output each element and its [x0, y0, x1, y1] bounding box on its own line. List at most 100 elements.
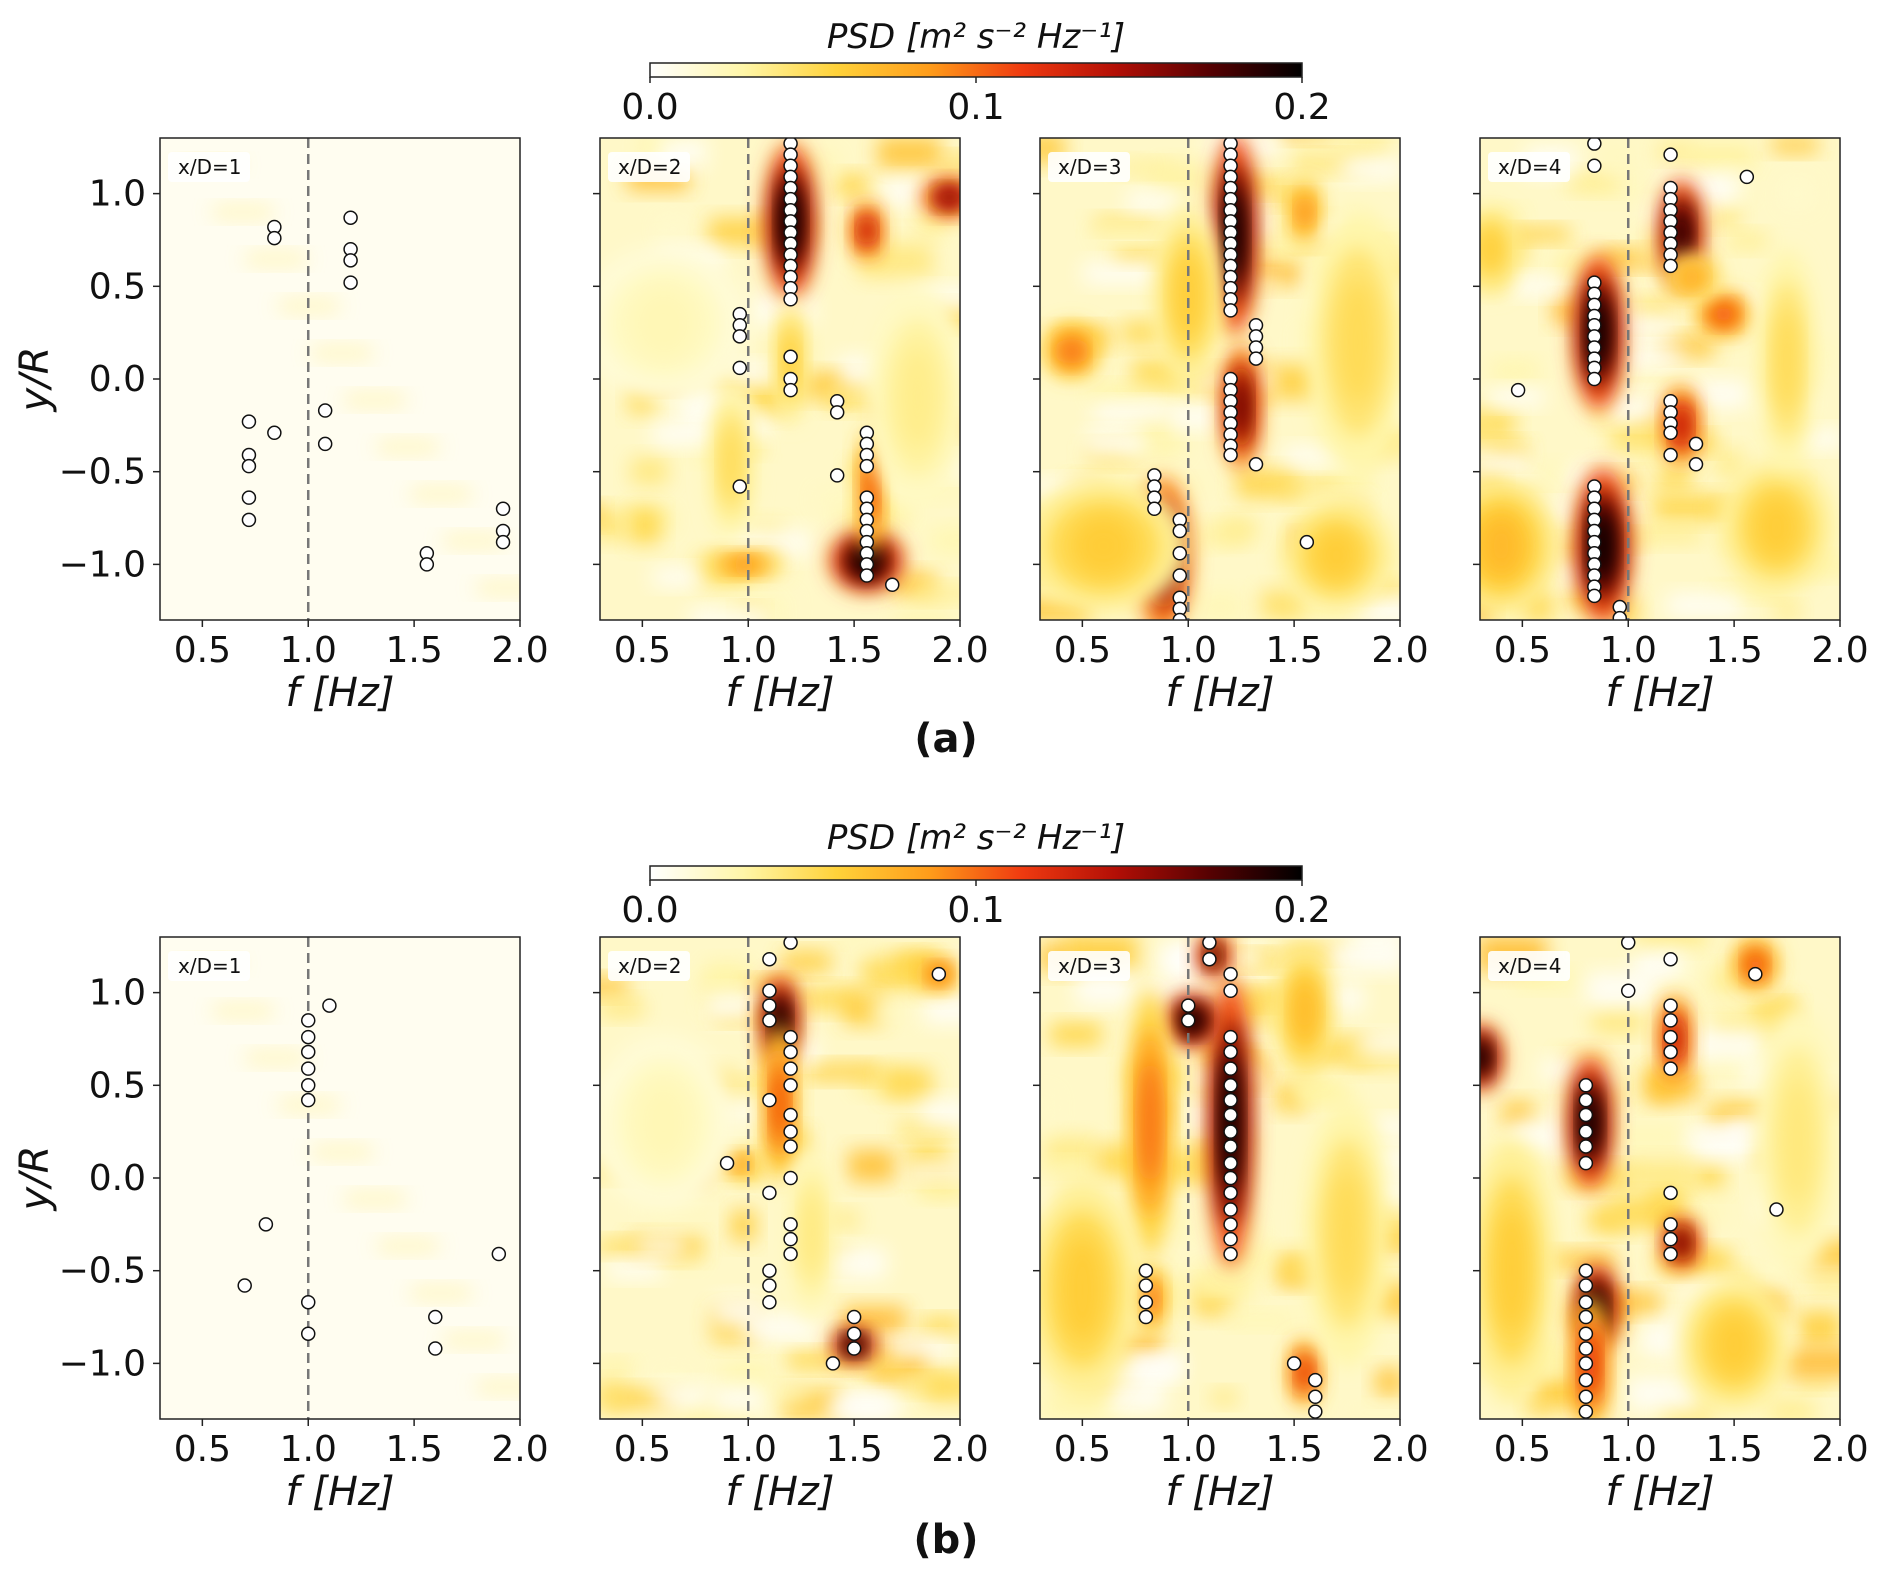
peak-marker-open [237, 1278, 252, 1293]
peak-marker [1578, 1372, 1594, 1388]
peak-marker [1223, 1202, 1238, 1217]
x-tick-label: 0.5 [1494, 1429, 1551, 1470]
psd-hotspot [1712, 1314, 1756, 1376]
peak-marker [1223, 1185, 1238, 1201]
heatmap-texture-cell [411, 1286, 471, 1300]
heatmap-texture-cell [1211, 1390, 1237, 1405]
heatmap-texture-cell [1592, 1011, 1643, 1034]
peak-marker-open [300, 1029, 316, 1045]
peak-marker [1308, 1389, 1323, 1405]
peak-marker-open [783, 1139, 798, 1154]
heatmap-texture-cell [1767, 1399, 1815, 1419]
y-tick-label: 0.0 [89, 359, 146, 400]
peak-marker-open [732, 329, 748, 344]
heatmap-texture-cell [1109, 1379, 1165, 1411]
heatmap-field [1040, 138, 1400, 620]
peak-marker-open [762, 1092, 777, 1108]
psd-hotspot [803, 1192, 821, 1275]
psd-hotspot [1338, 280, 1377, 404]
peak-marker-open [317, 436, 333, 452]
heatmap-texture-cell [1093, 227, 1163, 242]
peak-marker-open [300, 1326, 316, 1341]
heatmap-texture-cell [1222, 517, 1257, 542]
panel-tag-box [1488, 951, 1570, 981]
heatmap-panel: x/D=4 0.5 1.0 1.5 2.0 f [Hz] [1473, 936, 1869, 1515]
x-tick-label: 1.5 [385, 1429, 442, 1470]
heatmap-texture-cell [921, 1317, 960, 1336]
psd-hotspot [773, 1068, 787, 1140]
peak-marker [1578, 1404, 1594, 1419]
peak-marker-open [762, 1294, 777, 1310]
heatmap-field [160, 937, 520, 1419]
x-tick-label: 2.0 [1811, 1429, 1868, 1470]
peak-marker [1578, 1341, 1594, 1356]
peak-marker [1663, 1061, 1678, 1076]
heatmap-texture-cell [1326, 943, 1400, 971]
heatmap-texture-cell [872, 1000, 912, 1025]
peak-marker [1663, 258, 1678, 274]
psd-hotspot [1712, 303, 1735, 325]
peak-marker-open [419, 557, 435, 572]
x-tick-label: 1.5 [1705, 1429, 1762, 1470]
heatmap-texture-cell [1344, 1405, 1400, 1419]
peak-marker-open [732, 360, 748, 376]
peak-marker [1180, 1013, 1196, 1028]
x-tick-label: 2.0 [491, 1429, 548, 1470]
peak-marker-open [300, 1061, 316, 1076]
peak-marker [1578, 1139, 1594, 1154]
heatmap-texture-cell [1169, 405, 1219, 430]
psd-hotspot [938, 188, 960, 207]
psd-hotspot [1298, 1357, 1312, 1388]
peak-marker [1688, 436, 1704, 452]
peak-marker [1578, 1092, 1594, 1108]
peak-marker-open [783, 349, 798, 365]
peak-marker [1223, 1217, 1238, 1232]
peak-marker [1663, 447, 1678, 463]
heatmap-panel: x/D=2 0.5 1.0 1.5 2.0 f [Hz] [593, 936, 989, 1515]
peak-marker [762, 1013, 777, 1028]
peak-marker-open [719, 1155, 735, 1171]
heatmap-texture-cell [1083, 262, 1162, 285]
colorbar: PSD [m² s⁻² Hz⁻¹] 0.0 0.1 0.2 [621, 818, 1330, 931]
peak-marker [1578, 1278, 1594, 1293]
panel-tag-label: x/D=4 [1498, 155, 1561, 179]
x-tick-label: 1.0 [720, 630, 777, 671]
heatmap-texture-cell [1624, 1159, 1699, 1188]
peak-marker [1663, 951, 1678, 967]
peak-marker-open [267, 425, 282, 441]
psd-hotspot [1061, 338, 1083, 364]
peak-marker-open [825, 1356, 841, 1371]
subfigure-label: (a) [914, 716, 978, 762]
heatmap-texture-cell [1784, 1348, 1840, 1378]
heatmap-texture-cell [444, 534, 504, 548]
y-tick-label: 0.0 [89, 1158, 146, 1199]
heatmap-texture-cell [1040, 1089, 1057, 1126]
colorbar-ramp [649, 865, 1303, 881]
y-tick-label: −1.0 [59, 1343, 146, 1384]
x-tick-label: 0.5 [1494, 630, 1551, 671]
peak-marker [1748, 966, 1763, 982]
heatmap-texture-cell [1115, 249, 1167, 265]
heatmap-texture-cell [1684, 1029, 1763, 1060]
peak-marker [846, 1341, 862, 1356]
peak-marker-open [258, 1217, 274, 1232]
peak-marker [1223, 1029, 1238, 1045]
heatmap-texture-cell [1341, 155, 1400, 180]
peak-marker-open [783, 1246, 798, 1262]
heatmap-texture-cell [1609, 395, 1669, 422]
psd-hotspot [1781, 1079, 1814, 1203]
peak-marker [1223, 1170, 1238, 1186]
peak-marker [1223, 447, 1238, 463]
peak-marker [1578, 1294, 1594, 1310]
psd-hotspot [1233, 378, 1249, 436]
panel-tag-box [1048, 951, 1130, 981]
y-tick-label: 0.5 [89, 266, 146, 307]
peak-marker-open [241, 458, 257, 474]
psd-hotspot [729, 558, 759, 571]
heatmap-texture-cell [764, 1383, 810, 1403]
heatmap-texture-cell [1567, 171, 1619, 192]
peak-marker [783, 1078, 798, 1093]
heatmap-texture-cell [1127, 191, 1180, 211]
heatmap-texture-cell [1362, 599, 1400, 620]
x-axis-label: f [Hz] [285, 1469, 394, 1515]
